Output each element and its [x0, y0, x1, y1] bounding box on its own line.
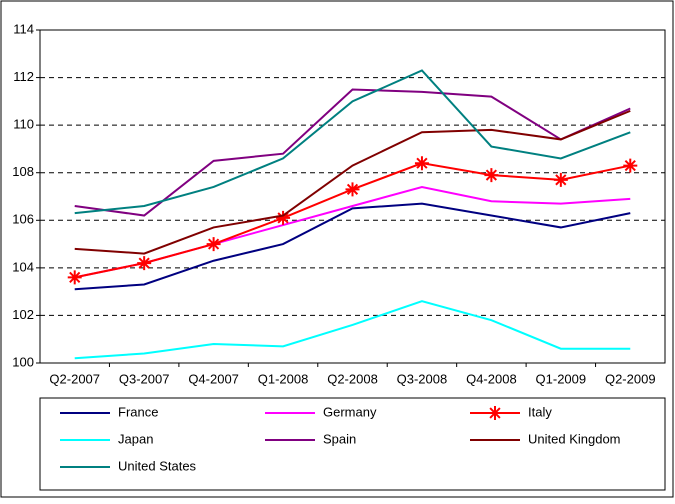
legend-label: Italy	[528, 404, 552, 419]
x-tick-label: Q1-2008	[258, 371, 309, 386]
y-tick-label: 108	[12, 164, 34, 179]
legend-marker	[488, 406, 502, 420]
y-tick-label: 106	[12, 212, 34, 227]
legend-frame	[39, 397, 666, 491]
x-tick-label: Q2-2007	[49, 371, 100, 386]
marker	[206, 237, 221, 252]
marker	[414, 156, 429, 171]
marker	[484, 168, 499, 183]
x-tick-label: Q1-2009	[536, 371, 587, 386]
x-tick-label: Q4-2007	[188, 371, 239, 386]
series-line	[74, 300, 631, 360]
marker	[553, 172, 568, 187]
y-tick-label: 100	[12, 354, 34, 369]
x-tick-label: Q3-2008	[397, 371, 448, 386]
marker	[67, 270, 82, 285]
y-tick-label: 110	[13, 117, 34, 132]
legend-label: Germany	[323, 404, 377, 419]
legend-label: Spain	[323, 431, 356, 446]
y-tick-label: 104	[12, 259, 34, 274]
x-tick-label: Q2-2009	[605, 371, 656, 386]
y-tick-label: 102	[12, 307, 34, 322]
series-line	[74, 109, 631, 255]
marker	[137, 256, 152, 271]
y-tick-label: 114	[13, 21, 34, 36]
marker	[345, 182, 360, 197]
series-line	[74, 88, 631, 217]
legend-label: France	[118, 404, 158, 419]
x-tick-label: Q3-2007	[119, 371, 170, 386]
legend-label: Japan	[118, 431, 153, 446]
y-tick-label: 112	[13, 69, 34, 84]
series-line	[74, 202, 631, 291]
legend-label: United States	[118, 458, 197, 473]
series-line	[74, 69, 631, 215]
x-tick-label: Q2-2008	[327, 371, 378, 386]
plot-frame	[39, 29, 666, 364]
marker	[276, 210, 291, 225]
legend-label: United Kingdom	[528, 431, 621, 446]
x-tick-label: Q4-2008	[466, 371, 517, 386]
marker	[623, 158, 638, 173]
